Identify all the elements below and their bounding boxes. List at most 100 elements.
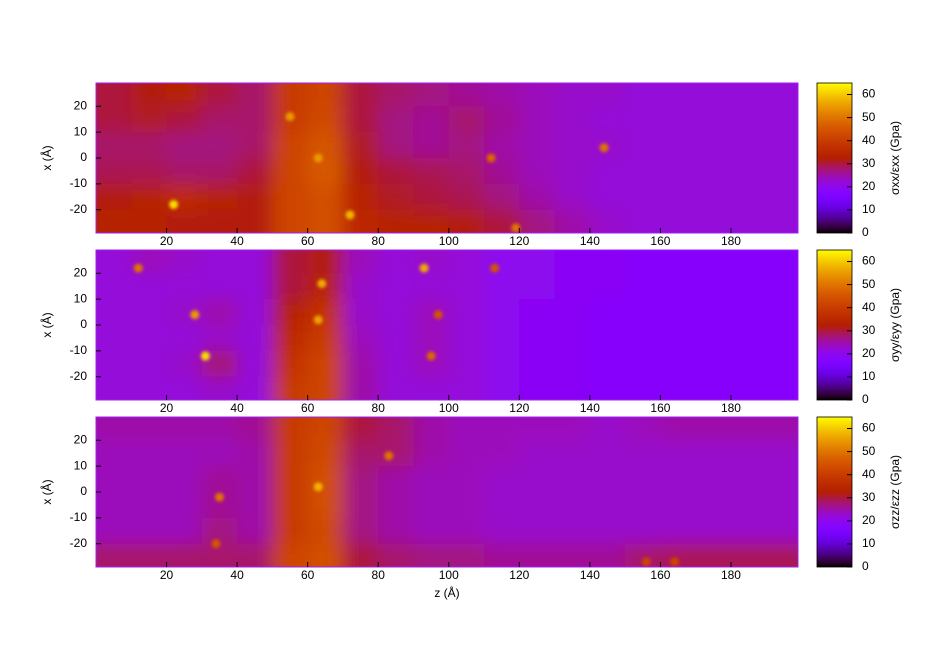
x-tick-label: 160 <box>650 401 670 415</box>
heatmap-cell <box>448 517 485 545</box>
heatmap-cell <box>166 376 203 400</box>
x-tick-label: 40 <box>230 401 244 415</box>
colorbar-tick-label: 50 <box>862 110 876 124</box>
heatmap-cell <box>730 299 767 326</box>
y-tick-label: 0 <box>80 150 87 164</box>
x-tick-label: 40 <box>230 568 244 582</box>
heatmap-cell <box>131 440 168 467</box>
heatmap-cell <box>660 517 697 545</box>
heatmap-cell <box>484 466 520 493</box>
colorbar-tick-label: 40 <box>862 133 876 147</box>
heatmap-cell <box>625 492 661 519</box>
heatmap-cell <box>342 417 379 441</box>
heatmap-cell <box>378 299 414 326</box>
heatmap-cell <box>413 158 450 185</box>
heatmap-cell <box>201 440 238 467</box>
heatmap-cell <box>237 417 273 441</box>
heatmap-cell <box>625 273 661 300</box>
heatmap-cell <box>484 350 520 378</box>
x-tick-label: 20 <box>160 234 174 248</box>
heatmap-cell <box>484 106 520 133</box>
heatmap-cell <box>554 132 591 159</box>
heatmap-cell <box>307 492 344 519</box>
heatmap-cell <box>730 209 767 233</box>
heatmap-cell <box>766 543 798 567</box>
heatmap-cell <box>307 466 344 493</box>
heatmap-cell <box>519 209 556 233</box>
heatmap-cell <box>342 83 379 107</box>
heatmap-cell <box>342 132 379 159</box>
heatmap-cell <box>413 492 450 519</box>
heatmap-cell <box>131 350 168 378</box>
heatmap-cell <box>237 543 273 567</box>
heatmap-cell <box>695 299 732 326</box>
x-tick-label: 100 <box>439 401 459 415</box>
heatmap-cell <box>730 183 767 211</box>
heatmap-cell <box>448 83 485 107</box>
heatmap-cell <box>625 250 661 274</box>
heatmap-cell <box>272 543 309 567</box>
heatmap-cell <box>589 376 626 400</box>
x-tick-label: 180 <box>721 401 741 415</box>
heatmap-cell <box>378 440 414 467</box>
heatmap-cell <box>766 183 798 211</box>
x-tick-label: 140 <box>580 401 600 415</box>
heatmap-cell <box>166 83 203 107</box>
y-tick-label: 20 <box>74 432 88 446</box>
heatmap-cell <box>660 466 697 493</box>
heatmap-cell <box>484 517 520 545</box>
heatmap-cell <box>201 376 238 400</box>
heatmap-cell <box>554 250 591 274</box>
heatmap-cell <box>589 492 626 519</box>
heatmap-cell <box>378 492 414 519</box>
heatmap-cell <box>237 325 273 352</box>
heatmap-cell <box>307 106 344 133</box>
heatmap-cell <box>378 158 414 185</box>
colorbar-tick-label: 60 <box>862 421 876 435</box>
heatmap-area <box>96 83 798 233</box>
heatmap-cell <box>625 440 661 467</box>
heatmap-cell <box>766 106 798 133</box>
heatmap-cell <box>730 350 767 378</box>
x-tick-label: 180 <box>721 568 741 582</box>
y-tick-label: -10 <box>70 510 88 524</box>
heatmap-cell <box>96 376 132 400</box>
heatmap-cell <box>589 83 626 107</box>
heatmap-cell <box>589 273 626 300</box>
heatmap-cell <box>448 466 485 493</box>
heatmap-cell <box>484 183 520 211</box>
heatmap-cell <box>272 158 309 185</box>
heatmap-cell <box>625 350 661 378</box>
x-tick-label: 60 <box>301 234 315 248</box>
x-tick-label: 180 <box>721 234 741 248</box>
heatmap-cell <box>660 376 697 400</box>
heatmap-cell <box>413 209 450 233</box>
heatmap-cell <box>448 158 485 185</box>
heatmap-cell <box>730 158 767 185</box>
y-axis-label: x (Å) <box>39 145 54 170</box>
heatmap-cell <box>766 466 798 493</box>
heatmap-cell <box>378 350 414 378</box>
heatmap-cell <box>766 209 798 233</box>
heatmap-cell <box>307 517 344 545</box>
heatmap-cell <box>484 543 520 567</box>
heatmap-cell <box>519 183 556 211</box>
heatmap-cell <box>730 273 767 300</box>
heatmap-cell <box>695 440 732 467</box>
x-tick-label: 80 <box>372 401 386 415</box>
heatmap-cell <box>766 440 798 467</box>
heatmap-cell <box>131 273 168 300</box>
heatmap-cell <box>730 106 767 133</box>
heatmap-cell <box>695 132 732 159</box>
heatmap-cell <box>625 299 661 326</box>
heatmap-cell <box>766 325 798 352</box>
heatmap-cell <box>342 299 379 326</box>
heatmap-cell <box>554 83 591 107</box>
x-tick-label: 20 <box>160 568 174 582</box>
heatmap-area <box>96 417 798 567</box>
heatmap-cell <box>519 376 556 400</box>
heatmap-cell <box>730 417 767 441</box>
heatmap-cell <box>378 376 414 400</box>
heatmap-cell <box>342 440 379 467</box>
heatmap-cell <box>695 250 732 274</box>
